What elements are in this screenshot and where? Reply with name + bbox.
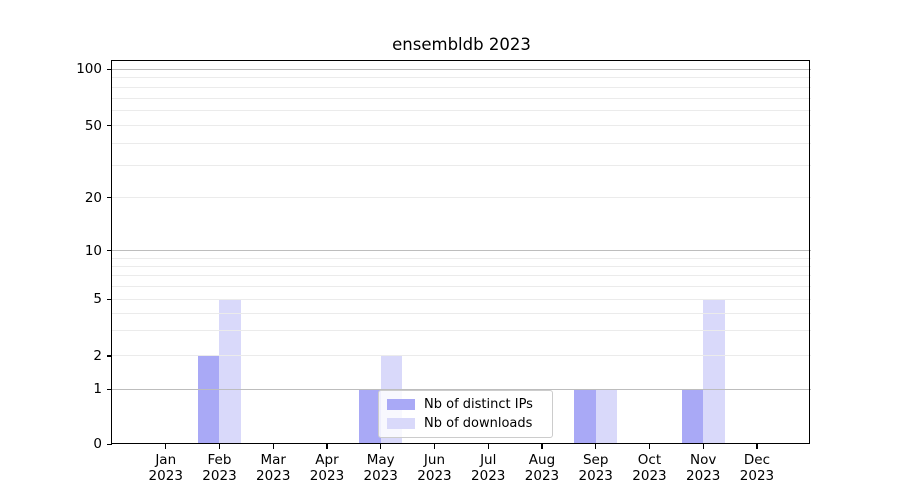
gridline-minor bbox=[112, 97, 811, 99]
x-tick-year: 2023 bbox=[632, 468, 667, 485]
x-tick-label: Nov 2023 bbox=[676, 452, 730, 484]
legend-label: Nb of distinct IPs bbox=[424, 397, 533, 413]
gridline-minor bbox=[112, 265, 811, 267]
gridline-minor bbox=[112, 257, 811, 259]
x-tick-month: Mar bbox=[260, 452, 286, 469]
bar-downloads bbox=[595, 389, 618, 444]
x-tick bbox=[165, 444, 167, 450]
x-tick bbox=[380, 444, 382, 450]
y-tick-label: 1 bbox=[93, 381, 102, 398]
y-tick bbox=[107, 68, 112, 70]
x-tick bbox=[541, 444, 543, 450]
bar-distinct-ips bbox=[359, 389, 381, 444]
x-tick-month: Aug bbox=[528, 452, 556, 469]
y-tick bbox=[107, 388, 112, 390]
legend-swatch-distinct-ips bbox=[387, 399, 415, 411]
x-tick-label: Jan 2023 bbox=[139, 452, 193, 484]
x-tick-year: 2023 bbox=[309, 468, 345, 485]
x-tick bbox=[433, 444, 436, 450]
gridline-minor bbox=[112, 355, 811, 357]
x-tick-month: Dec bbox=[743, 452, 771, 469]
x-tick-label: Apr 2023 bbox=[300, 452, 354, 484]
gridline-minor bbox=[112, 197, 811, 199]
x-tick-label: Aug 2023 bbox=[515, 452, 569, 484]
x-tick-year: 2023 bbox=[148, 468, 183, 485]
x-tick-year: 2023 bbox=[202, 468, 237, 485]
y-tick-label: 100 bbox=[76, 61, 102, 78]
gridline-minor bbox=[112, 86, 811, 88]
x-tick-label: Oct 2023 bbox=[622, 452, 676, 484]
y-tick-label: 5 bbox=[93, 291, 102, 308]
y-tick bbox=[107, 443, 112, 445]
gridline-minor bbox=[112, 330, 811, 332]
y-tick bbox=[107, 250, 112, 252]
gridline-major bbox=[112, 68, 811, 70]
x-tick-month: Jan bbox=[155, 452, 177, 469]
y-tick-label: 2 bbox=[93, 347, 102, 364]
y-tick-label: 20 bbox=[84, 189, 102, 206]
x-tick-month: Sep bbox=[582, 452, 609, 469]
x-tick bbox=[326, 444, 328, 450]
x-tick-label: Dec 2023 bbox=[730, 452, 784, 484]
x-tick-month: Apr bbox=[315, 452, 339, 469]
x-tick-label: Jul 2023 bbox=[461, 452, 515, 484]
x-tick bbox=[756, 444, 758, 450]
legend-item: Nb of distinct IPs bbox=[387, 397, 544, 412]
y-tick-label: 10 bbox=[84, 242, 102, 259]
gridline-minor bbox=[112, 110, 811, 112]
x-tick bbox=[702, 444, 704, 450]
x-tick-year: 2023 bbox=[256, 468, 291, 485]
x-tick-label: Mar 2023 bbox=[246, 452, 300, 484]
x-tick-year: 2023 bbox=[739, 468, 775, 485]
gridline-major bbox=[112, 250, 811, 252]
legend: Nb of distinct IPs Nb of downloads bbox=[378, 390, 553, 438]
gridline-minor bbox=[112, 165, 811, 167]
x-tick-label: Feb 2023 bbox=[192, 452, 246, 484]
bar-distinct-ips bbox=[574, 389, 596, 444]
bar-distinct-ips bbox=[197, 355, 220, 444]
x-tick-label: Jun 2023 bbox=[407, 452, 461, 484]
gridline-minor bbox=[112, 286, 811, 287]
x-tick-month: Jun bbox=[423, 452, 446, 469]
y-tick-label: 50 bbox=[84, 117, 102, 134]
x-tick-year: 2023 bbox=[524, 468, 560, 485]
gridline-minor bbox=[112, 312, 811, 314]
gridline-minor bbox=[112, 142, 811, 144]
gridline-minor bbox=[112, 125, 811, 127]
gridline-minor bbox=[112, 77, 811, 79]
x-tick-year: 2023 bbox=[578, 468, 613, 485]
x-tick bbox=[218, 444, 221, 450]
x-tick bbox=[648, 444, 651, 450]
legend-item: Nb of downloads bbox=[387, 416, 544, 431]
y-tick bbox=[107, 197, 112, 199]
x-tick bbox=[595, 444, 597, 450]
x-tick-month: Feb bbox=[207, 452, 232, 469]
y-tick bbox=[107, 125, 112, 127]
bar-downloads bbox=[219, 299, 241, 444]
x-tick bbox=[487, 444, 489, 450]
gridline-minor bbox=[112, 298, 811, 300]
chart-title: ensembldb 2023 bbox=[392, 35, 531, 54]
x-tick-month: Nov bbox=[690, 452, 717, 469]
x-tick-month: Oct bbox=[637, 452, 662, 469]
x-tick-month: Jul bbox=[480, 452, 497, 469]
gridline-major bbox=[112, 388, 811, 390]
x-tick-year: 2023 bbox=[363, 468, 398, 485]
x-tick-label: Sep 2023 bbox=[569, 452, 623, 484]
x-tick-year: 2023 bbox=[471, 468, 506, 485]
y-tick bbox=[107, 298, 112, 300]
legend-swatch-downloads bbox=[387, 417, 415, 429]
y-tick bbox=[107, 355, 112, 357]
x-tick-month: May bbox=[366, 452, 395, 469]
x-tick bbox=[272, 444, 274, 450]
x-tick-year: 2023 bbox=[417, 468, 452, 485]
bar-distinct-ips bbox=[681, 389, 704, 444]
x-tick-year: 2023 bbox=[686, 468, 721, 485]
gridline-minor bbox=[112, 275, 811, 277]
legend-label: Nb of downloads bbox=[424, 415, 533, 431]
y-tick-label: 0 bbox=[93, 436, 102, 453]
x-tick-label: May 2023 bbox=[354, 452, 408, 484]
bar-downloads bbox=[703, 299, 725, 444]
